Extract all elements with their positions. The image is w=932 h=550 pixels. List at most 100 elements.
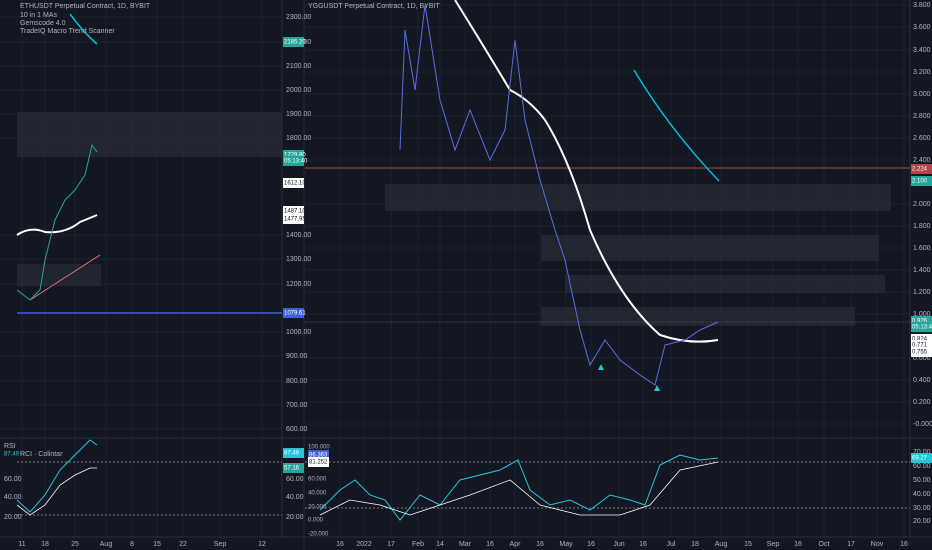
price-axis-label: 600.00 (286, 426, 308, 433)
zone (17, 264, 101, 286)
price-axis-label: 3.800 (913, 2, 931, 9)
price-axis-label: 1200.00 (286, 281, 311, 288)
rsi-tag-text: 87.49 (284, 451, 300, 457)
date-label: 14 (436, 541, 444, 548)
trend-curve (69, 13, 98, 45)
rsi-tag-text: 86.363 (309, 453, 328, 459)
price-axis-label: 3.400 (913, 47, 931, 54)
price-tag (911, 340, 932, 350)
date-label: 12 (258, 541, 266, 548)
zone (385, 184, 891, 211)
price-axis-label: 2300.00 (286, 14, 311, 21)
price-line (399, 4, 719, 386)
rsi-axis-label: 70.00 (913, 449, 931, 456)
price-axis-label: 1000.00 (286, 329, 311, 336)
price-tag-text: 1079.61 (284, 311, 306, 317)
price-tag (911, 176, 932, 186)
price-tag (911, 164, 932, 174)
rsi-axis-label: 100.000 (308, 445, 330, 451)
price-tag-text: 1729.80 (284, 153, 306, 159)
date-label: 15 (744, 541, 752, 548)
rsi-ma (16, 467, 97, 516)
rsi-tag-text: 57.16 (284, 466, 300, 472)
rsi-axis-label: 60.00 (286, 476, 304, 483)
price-tag (911, 322, 932, 332)
rsi-axis-label: 40.00 (286, 494, 304, 501)
date-label: 22 (179, 541, 187, 548)
price-axis-label: 0.400 (913, 377, 931, 384)
rsi-tag-text: 81.252 (309, 460, 328, 466)
date-label: 16 (587, 541, 595, 548)
rsi-tag (283, 448, 304, 458)
price-tag (283, 156, 304, 166)
rsi-axis-label: -20.000 (308, 532, 329, 538)
date-label: Jun (613, 541, 624, 548)
price-tag (911, 316, 932, 326)
price-tag-text: 0.755 (912, 350, 928, 356)
price-tag-text: 1487.10 (284, 209, 306, 215)
rsi-axis-label: 60.000 (308, 477, 327, 483)
price-axis-label: 0.200 (913, 399, 931, 406)
date-label: 8 (130, 541, 134, 548)
rsi-axis-label: 20.00 (286, 514, 304, 521)
price-axis-label: 1400.00 (286, 232, 311, 239)
date-label: 18 (41, 541, 49, 548)
rsi-line (16, 439, 98, 513)
zone (541, 235, 879, 261)
price-tag (283, 206, 304, 216)
trend-curve (633, 69, 720, 182)
date-label: Oct (819, 541, 830, 548)
rsi-axis-label: 60.00 (913, 463, 931, 470)
pane-title: RSI (4, 443, 16, 450)
rsi-ma (319, 461, 719, 516)
date-label: Jul (667, 541, 676, 548)
date-label: Aug (100, 541, 113, 548)
price-axis-label: 3.600 (913, 24, 931, 31)
date-label: Sep (767, 541, 780, 548)
date-label: 15 (153, 541, 161, 548)
price-tag-text: 2.224 (912, 167, 928, 173)
date-label: 16 (900, 541, 908, 548)
zone (565, 275, 885, 293)
date-label: 17 (847, 541, 855, 548)
rsi-axis-label: 40.000 (308, 491, 327, 497)
price-tag (911, 334, 932, 344)
price-axis-label: 2100.00 (286, 63, 311, 70)
price-tag-text: 2.100 (912, 179, 928, 185)
zone (541, 307, 855, 326)
date-label: 16 (794, 541, 802, 548)
rsi-tag (283, 463, 304, 473)
rsi-axis-label: 20.00 (4, 514, 22, 521)
rsi-tag (308, 457, 329, 467)
price-axis-label: 2.800 (913, 113, 931, 120)
price-axis-label: 800.00 (286, 378, 308, 385)
date-label: 16 (486, 541, 494, 548)
price-tag (283, 37, 304, 47)
price-axis-label: 1.800 (913, 223, 931, 230)
date-label: Aug (715, 541, 728, 548)
price-tag-text: 0.926 (912, 319, 928, 325)
price-tag-text: 1612.10 (284, 181, 306, 187)
rsi-axis-label: 50.00 (913, 477, 931, 484)
price-axis-label: 1.600 (913, 245, 931, 252)
ma-line (454, 0, 719, 343)
price-tag-text: 0.771 (912, 343, 928, 349)
date-label: 11 (18, 541, 25, 548)
price-axis-label: 900.00 (286, 353, 308, 360)
rsi-axis-label: 20.000 (308, 505, 327, 511)
trend-line (29, 254, 101, 301)
price-tag-text: 05:13:40 (912, 325, 932, 331)
zone (17, 112, 282, 157)
rsi-axis-label: 20.00 (913, 518, 931, 525)
date-label: Feb (412, 541, 424, 548)
label: ETHUSDT Perpetual Contract, 1D, BYBIT (20, 3, 151, 10)
price-axis-label: 1.400 (913, 267, 931, 274)
date-label: 16 (536, 541, 544, 548)
indicator-label: Gemscode 4.0 (20, 20, 66, 27)
rsi-tag (911, 453, 932, 463)
price-tag (283, 214, 304, 224)
price-axis-label: 1900.00 (286, 111, 311, 118)
price-axis-label: 1.000 (913, 311, 931, 318)
rsi-axis-label: 40.00 (913, 491, 931, 498)
date-label: Nov (871, 541, 884, 548)
